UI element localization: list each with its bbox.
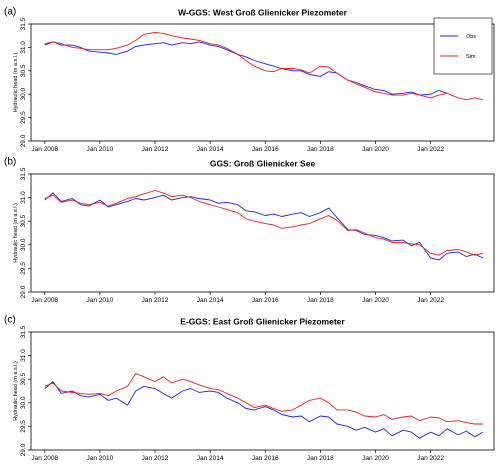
x-tick-label: Jan 2020	[362, 297, 389, 304]
series-line-sim	[44, 31, 484, 101]
x-tick-label: Jan 2012	[142, 455, 169, 462]
panel-title: W-GGS: West Groß Glienicker Piezometer	[178, 7, 347, 17]
y-tick-label: 29.5	[20, 420, 27, 433]
y-tick-label: 30.5	[20, 372, 27, 385]
y-tick-label: 31.0	[20, 191, 27, 204]
y-tick-label: 31.5	[20, 167, 27, 180]
y-tick-label: 29.0	[20, 443, 27, 456]
y-tick-label: 31.5	[20, 325, 27, 338]
y-axis-label: Hydraulic head (m a.s.l.)	[13, 203, 19, 263]
x-tick-label: Jan 2016	[252, 297, 279, 304]
x-tick-label: Jan 2010	[87, 455, 114, 462]
panel-title: GGS: Groß Glienicker See	[210, 158, 316, 168]
y-tick-label: 29.0	[20, 285, 27, 298]
x-tick-label: Jan 2014	[197, 297, 224, 304]
x-tick-label: Jan 2022	[417, 297, 444, 304]
x-tick-label: Jan 2020	[362, 455, 389, 462]
y-tick-label: 30.0	[20, 396, 27, 409]
plot-frame	[30, 331, 495, 451]
series-line-obs	[44, 192, 484, 261]
series-line-sim	[44, 373, 483, 425]
panel-b: (b) GGS: Groß Glienicker See 29.0 29.5 30.0 3…	[4, 157, 495, 304]
x-tick-label: Jan 2008	[31, 146, 58, 153]
y-tick-label: 29.5	[20, 262, 27, 275]
series-line-obs	[44, 41, 448, 96]
y-tick-label: 29.0	[20, 134, 27, 147]
series-line-sim	[44, 190, 484, 256]
legend-entry-obs: Obs	[466, 34, 476, 40]
x-tick-label: Jan 2016	[252, 146, 279, 153]
panel-c: (c) E-GGS: East Groß Glienicker Piezomete…	[4, 315, 495, 462]
y-axis-label: Hydraulic head (m a.s.l.)	[13, 361, 19, 421]
x-tick-label: Jan 2008	[31, 455, 58, 462]
series-line-obs	[44, 381, 484, 439]
legend-entry-sim: Sim	[466, 54, 476, 60]
x-tick-label: Jan 2014	[197, 455, 224, 462]
panel-label: (c)	[4, 315, 16, 326]
x-tick-label: Jan 2012	[142, 146, 169, 153]
x-tick-label: Jan 2018	[307, 146, 334, 153]
y-tick-label: 30.0	[20, 87, 27, 100]
panel-label: (a)	[4, 7, 16, 18]
x-tick-label: Jan 2022	[417, 146, 444, 153]
legend-box	[433, 17, 493, 75]
y-tick-label: 31.0	[20, 41, 27, 54]
x-tick-label: Jan 2008	[31, 297, 58, 304]
y-tick-label: 30.5	[20, 214, 27, 227]
x-tick-label: Jan 2014	[197, 146, 224, 153]
x-tick-label: Jan 2010	[87, 297, 114, 304]
y-tick-label: 31.5	[20, 17, 27, 30]
x-tick-label: Jan 2016	[252, 455, 279, 462]
x-tick-label: Jan 2022	[417, 455, 444, 462]
y-tick-label: 30.5	[20, 64, 27, 77]
plot-frame	[30, 23, 495, 142]
y-tick-label: 30.0	[20, 238, 27, 251]
x-tick-label: Jan 2020	[362, 146, 389, 153]
y-axis-label: Hydraulic head (m a.s.l.)	[13, 53, 19, 113]
panel-a: (a) W-GGS: West Groß Glienicker Piezomete…	[4, 7, 495, 153]
legend: Obs Sim	[433, 17, 493, 75]
x-tick-label: Jan 2018	[307, 455, 334, 462]
x-tick-label: Jan 2010	[87, 146, 114, 153]
panel-title: E-GGS: East Groß Glienicker Piezometer	[180, 316, 345, 326]
panel-label: (b)	[4, 157, 16, 168]
y-tick-label: 29.5	[20, 111, 27, 124]
x-tick-label: Jan 2012	[142, 297, 169, 304]
y-tick-label: 31.0	[20, 349, 27, 362]
plot-frame	[30, 173, 495, 293]
x-tick-label: Jan 2018	[307, 297, 334, 304]
